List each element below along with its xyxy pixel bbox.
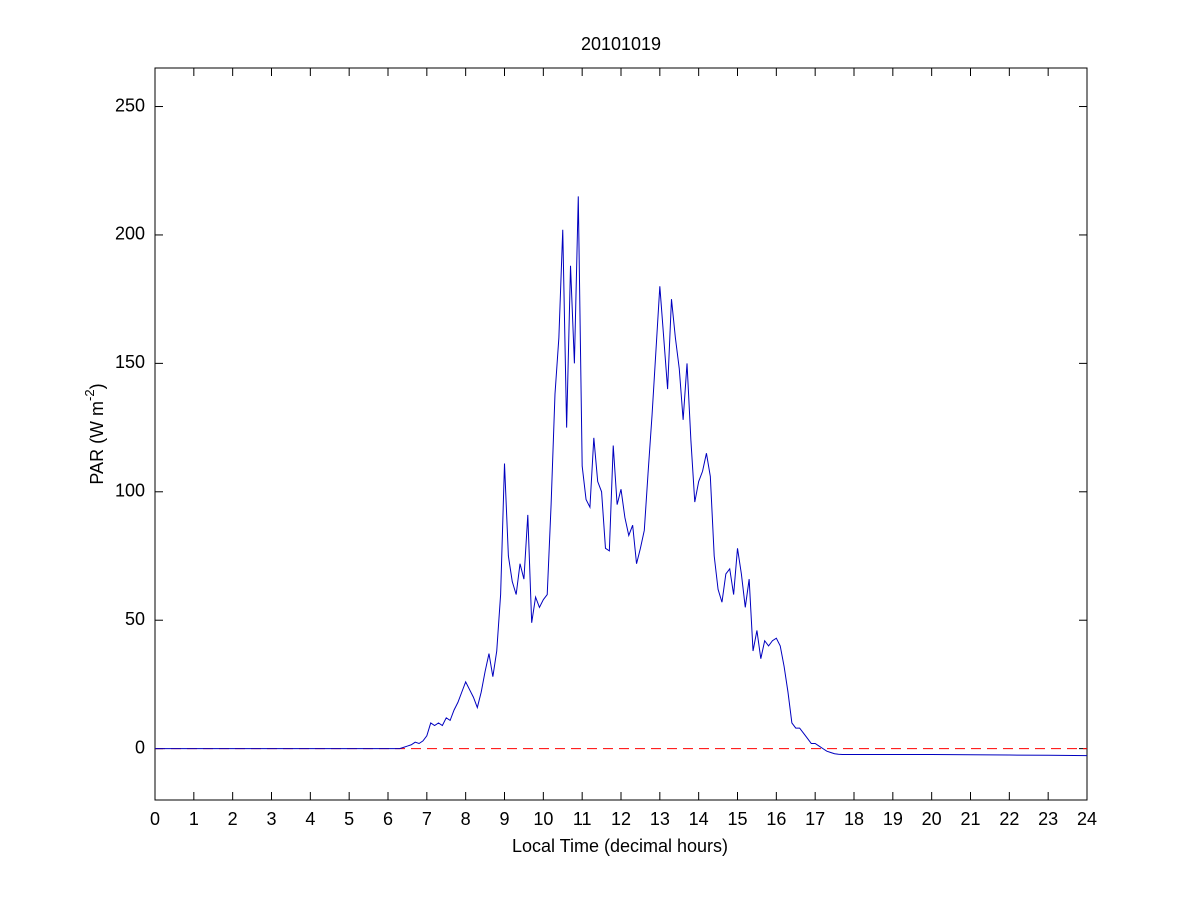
x-tick-label: 4 [305,809,315,829]
x-tick-label: 24 [1077,809,1097,829]
x-tick-label: 9 [499,809,509,829]
x-tick-label: 23 [1038,809,1058,829]
x-tick-label: 2 [228,809,238,829]
y-label-tail: ) [87,383,107,389]
x-tick-label: 19 [883,809,903,829]
x-tick-label: 0 [150,809,160,829]
x-tick-label: 5 [344,809,354,829]
y-axis-label: PAR (W m-2) [82,383,106,484]
x-tick-label: 10 [533,809,553,829]
y-tick-label: 100 [115,481,145,501]
x-tick-label: 16 [766,809,786,829]
x-tick-label: 12 [611,809,631,829]
x-tick-label: 18 [844,809,864,829]
y-tick-label: 50 [125,609,145,629]
x-tick-label: 14 [689,809,709,829]
y-tick-label: 150 [115,352,145,372]
y-tick-label: 250 [115,95,145,115]
x-tick-label: 21 [960,809,980,829]
y-label-text: PAR (W m [87,401,107,485]
x-tick-label: 20 [922,809,942,829]
y-tick-label: 200 [115,224,145,244]
x-tick-label: 22 [999,809,1019,829]
x-tick-label: 13 [650,809,670,829]
y-tick-label: 0 [135,737,145,757]
x-tick-label: 6 [383,809,393,829]
chart-title: 20101019 [581,34,661,54]
x-tick-label: 17 [805,809,825,829]
data-line [155,196,1088,757]
x-tick-label: 3 [266,809,276,829]
y-label-sup: -2 [82,389,97,401]
x-tick-label: 1 [189,809,199,829]
x-tick-label: 15 [727,809,747,829]
x-tick-label: 7 [422,809,432,829]
x-tick-label: 11 [573,809,592,829]
x-tick-label: 8 [461,809,471,829]
x-axis-label: Local Time (decimal hours) [512,836,728,856]
